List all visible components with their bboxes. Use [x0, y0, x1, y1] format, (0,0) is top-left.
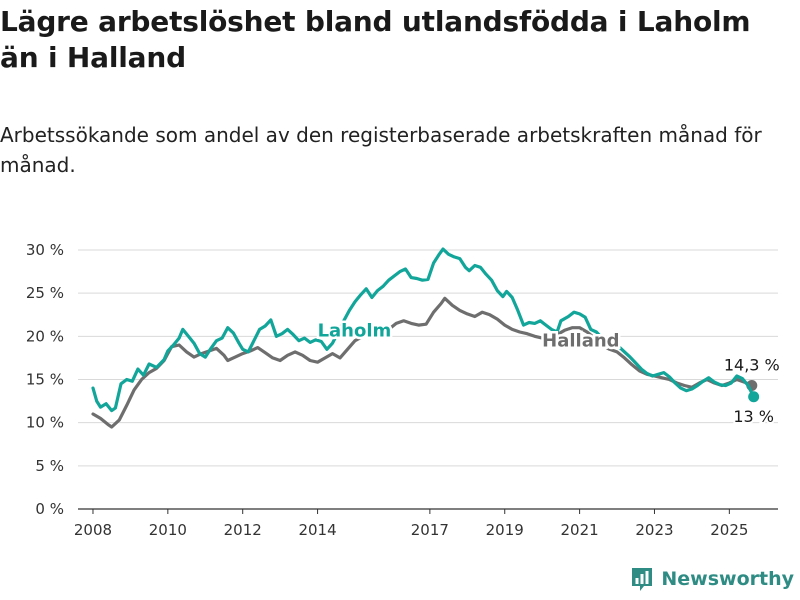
- newsworthy-logo-text: Newsworthy: [661, 568, 794, 590]
- y-tick-label: 20 %: [26, 327, 64, 345]
- x-tick-label: 2025: [710, 521, 748, 539]
- chart-title: Lägre arbetslöshet bland utlandsfödda i …: [0, 5, 751, 74]
- y-tick-label: 25 %: [26, 284, 64, 302]
- chart-subtitle: Arbetssökande som andel av den registerb…: [0, 123, 762, 177]
- y-tick-label: 15 %: [26, 371, 64, 389]
- newsworthy-logo-icon: [632, 568, 653, 591]
- end-point-laholm: [748, 391, 760, 403]
- series-label-laholm: Laholm: [318, 320, 392, 341]
- series-label-halland: Halland: [542, 331, 619, 352]
- x-tick-label: 2017: [411, 521, 449, 539]
- x-tick-label: 2012: [224, 521, 262, 539]
- series-line-laholm: [91, 247, 756, 413]
- y-tick-label: 5 %: [35, 457, 64, 475]
- line-chart: 0 % 5 % 10 % 15 % 20 % 25 % 30 % 2008 2010 2012 20…: [26, 241, 782, 539]
- y-tick-label: 30 %: [26, 241, 64, 259]
- end-label-halland: 14,3 %: [724, 356, 780, 375]
- end-label-laholm: 13 %: [733, 407, 774, 426]
- y-tick-label: 0 %: [35, 500, 64, 518]
- newsworthy-logo[interactable]: Newsworthy: [630, 566, 794, 592]
- x-tick-label: 2019: [486, 521, 524, 539]
- x-tick-label: 2021: [561, 521, 599, 539]
- x-tick-label: 2014: [298, 521, 336, 539]
- y-tick-label: 10 %: [26, 414, 64, 432]
- x-tick-label: 2023: [635, 521, 673, 539]
- series-line-halland: [91, 296, 754, 429]
- x-tick-label: 2010: [149, 521, 187, 539]
- x-tick-label: 2008: [74, 521, 112, 539]
